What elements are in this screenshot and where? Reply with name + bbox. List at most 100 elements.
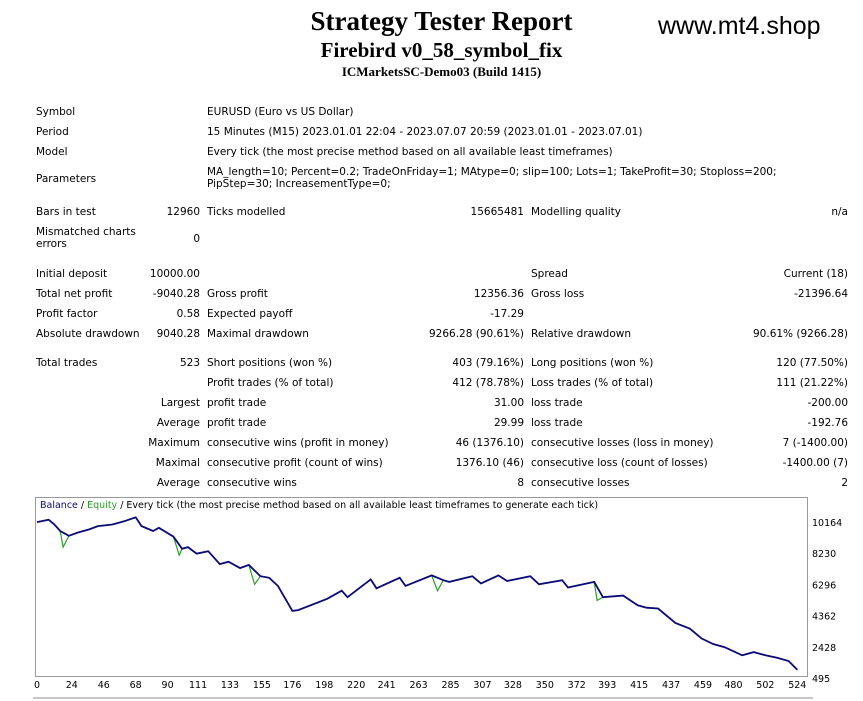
maximum-label: Maximum xyxy=(148,437,200,449)
maximal-loss-value: -1400.00 (7) xyxy=(782,457,848,469)
y-tick-label: 6296 xyxy=(812,580,836,591)
x-tick-label: 502 xyxy=(756,680,774,691)
legend-separator: / xyxy=(77,500,88,511)
average-profit-value: 29.99 xyxy=(493,417,524,429)
short-value: 403 (79.16%) xyxy=(452,357,524,369)
chart-legend: Balance / Equity / Every tick (the most … xyxy=(40,500,598,511)
ep-value: -17.29 xyxy=(490,308,524,320)
mismatch-value: 0 xyxy=(193,233,200,245)
balance-line xyxy=(36,516,798,671)
maximal-profit-label: consecutive profit (count of wins) xyxy=(207,457,383,469)
maximal-loss-label: consecutive loss (count of losses) xyxy=(531,457,708,469)
absdd-label: Absolute drawdown xyxy=(36,328,140,340)
quality-value: n/a xyxy=(831,206,848,218)
period-value: 15 Minutes (M15) 2023.01.01 22:04 - 2023… xyxy=(207,126,643,138)
server-build: ICMarketsSC-Demo03 (Build 1415) xyxy=(341,64,542,79)
x-tick-label: 263 xyxy=(410,680,428,691)
average-loss-value: -192.76 xyxy=(807,417,848,429)
x-tick-label: 0 xyxy=(34,680,40,691)
max-losses-label: consecutive losses (loss in money) xyxy=(531,437,714,449)
x-tick-label: 176 xyxy=(283,680,301,691)
mismatch-label: Mismatched charts errors xyxy=(36,226,136,250)
x-tick-label: 437 xyxy=(662,680,680,691)
reldd-value: 90.61% (9266.28) xyxy=(753,328,848,340)
maxdd-label: Maximal drawdown xyxy=(207,328,309,340)
trades-value: 523 xyxy=(179,357,200,369)
y-tick-label: 495 xyxy=(812,674,830,685)
x-tick-label: 46 xyxy=(98,680,110,691)
equity-line xyxy=(36,516,798,671)
losstrades-label: Loss trades (% of total) xyxy=(531,377,654,389)
parameters-value: MA_length=10; Percent=0.2; TradeOnFriday… xyxy=(207,166,777,190)
quality-label: Modelling quality xyxy=(531,206,621,218)
largest-loss-value: -200.00 xyxy=(807,397,848,409)
model-label: Model xyxy=(36,146,68,158)
largest-label: Largest xyxy=(160,397,200,409)
losstrades-value: 111 (21.22%) xyxy=(776,377,848,389)
bars-value: 12960 xyxy=(166,206,200,218)
avg-losses-value: 2 xyxy=(841,477,848,489)
maxdd-value: 9266.28 (90.61%) xyxy=(429,328,524,340)
x-tick-label: 350 xyxy=(536,680,554,691)
deposit-value: 10000.00 xyxy=(149,268,200,280)
expert-name: Firebird v0_58_symbol_fix xyxy=(320,38,563,62)
parameters-label: Parameters xyxy=(36,173,97,185)
largest-loss-label: loss trade xyxy=(531,397,583,409)
x-tick-label: 198 xyxy=(315,680,333,691)
average-consecutive-label: Average xyxy=(156,477,200,489)
ticks-label: Ticks modelled xyxy=(207,206,286,218)
ep-label: Expected payoff xyxy=(207,308,293,320)
y-tick-label: 10164 xyxy=(812,518,842,529)
long-value: 120 (77.50%) xyxy=(776,357,848,369)
legend-equity: Equity xyxy=(87,500,118,511)
spread-value: Current (18) xyxy=(783,268,848,280)
reldd-label: Relative drawdown xyxy=(531,328,632,340)
x-tick-label: 111 xyxy=(189,680,207,691)
bars-label: Bars in test xyxy=(36,206,96,218)
site-watermark: www.mt4.shop xyxy=(658,12,821,40)
grossloss-label: Gross loss xyxy=(531,288,585,300)
symbol-label: Symbol xyxy=(36,106,76,118)
model-value: Every tick (the most precise method base… xyxy=(207,146,613,158)
maximal-label: Maximal xyxy=(155,457,200,469)
trades-label: Total trades xyxy=(36,357,98,369)
max-wins-label: consecutive wins (profit in money) xyxy=(207,437,389,449)
spread-label: Spread xyxy=(531,268,568,280)
period-label: Period xyxy=(36,126,69,138)
netprofit-label: Total net profit xyxy=(36,288,113,300)
x-tick-label: 220 xyxy=(347,680,365,691)
average-loss-label: loss trade xyxy=(531,417,583,429)
grossprofit-label: Gross profit xyxy=(207,288,268,300)
y-tick-label: 2428 xyxy=(812,643,836,654)
y-tick-label: 4362 xyxy=(812,612,836,623)
x-tick-label: 307 xyxy=(473,680,491,691)
long-label: Long positions (won %) xyxy=(531,357,654,369)
x-tick-label: 415 xyxy=(630,680,648,691)
grossprofit-value: 12356.36 xyxy=(473,288,524,300)
x-tick-label: 241 xyxy=(378,680,396,691)
largest-profit-label: profit trade xyxy=(207,397,267,409)
absdd-value: 9040.28 xyxy=(156,328,200,340)
max-losses-value: 7 (-1400.00) xyxy=(782,437,848,449)
legend-description: / Every tick (the most precise method ba… xyxy=(117,500,599,511)
pf-value: 0.58 xyxy=(176,308,200,320)
x-tick-label: 393 xyxy=(598,680,616,691)
x-tick-label: 328 xyxy=(504,680,522,691)
pf-label: Profit factor xyxy=(36,308,98,320)
x-tick-label: 372 xyxy=(568,680,586,691)
report-title: Strategy Tester Report xyxy=(310,6,573,36)
x-tick-label: 524 xyxy=(788,680,806,691)
average-label: Average xyxy=(156,417,200,429)
x-tick-label: 285 xyxy=(441,680,459,691)
average-profit-label: profit trade xyxy=(207,417,267,429)
avg-losses-label: consecutive losses xyxy=(531,477,630,489)
short-label: Short positions (won %) xyxy=(207,357,333,369)
symbol-value: EURUSD (Euro vs US Dollar) xyxy=(207,106,354,118)
x-tick-label: 24 xyxy=(66,680,78,691)
avg-wins-label: consecutive wins xyxy=(207,477,297,489)
x-tick-label: 480 xyxy=(724,680,742,691)
avg-wins-value: 8 xyxy=(517,477,524,489)
maximal-profit-value: 1376.10 (46) xyxy=(455,457,524,469)
y-tick-label: 8230 xyxy=(812,549,836,560)
